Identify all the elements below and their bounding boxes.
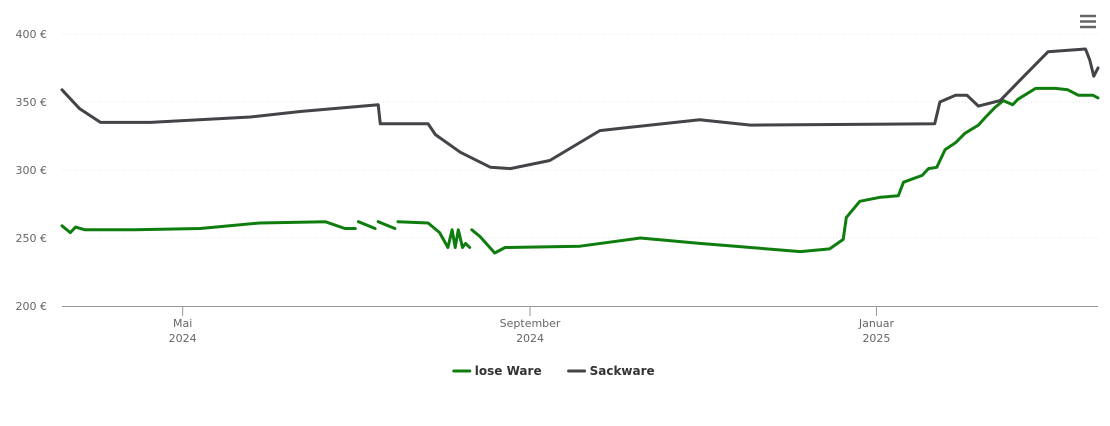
legend-item[interactable]: Sackware <box>567 364 655 378</box>
y-tick-label: 400 € <box>16 28 48 41</box>
x-tick-label: 2024 <box>169 332 197 345</box>
y-tick-label: 200 € <box>16 300 48 313</box>
y-tick-label: 250 € <box>16 232 48 245</box>
series-line <box>60 47 1100 171</box>
y-tick-label: 300 € <box>16 164 48 177</box>
series-line <box>60 86 1100 255</box>
x-tick-label: September <box>500 317 561 330</box>
legend-item[interactable]: lose Ware <box>452 364 542 378</box>
menu-button[interactable] <box>1078 12 1098 30</box>
x-tick-label: Mai <box>173 317 192 330</box>
x-tick-label: 2024 <box>516 332 544 345</box>
x-tick-label: 2025 <box>862 332 890 345</box>
y-tick-label: 350 € <box>16 96 48 109</box>
x-tick-label: Januar <box>858 317 895 330</box>
legend-label: lose Ware <box>475 364 542 378</box>
legend-label: Sackware <box>590 364 655 378</box>
